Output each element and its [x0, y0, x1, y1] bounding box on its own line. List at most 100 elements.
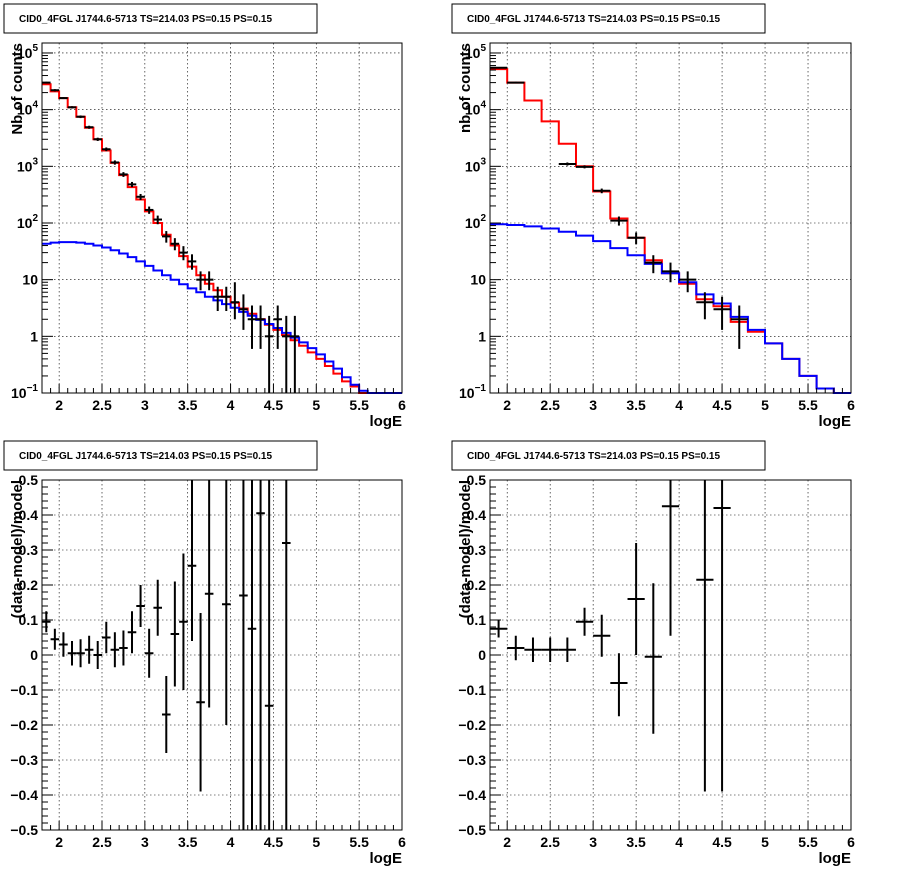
x-tick-label: 3	[589, 834, 597, 850]
data-point	[196, 613, 205, 792]
data-point	[490, 66, 508, 69]
data-point	[93, 137, 102, 141]
y-tick-label: 0	[30, 647, 38, 663]
data-point	[730, 305, 748, 349]
x-tick-label: 2	[55, 397, 63, 413]
y-tick-label: 0.5	[19, 472, 39, 488]
data-point	[136, 585, 145, 627]
grid-lines	[490, 43, 851, 393]
data-point	[247, 305, 257, 349]
y-axis: −0.5 −0.4 −0.3 −0.2 −0.1 0 0.1 0.2 0.3 0.4 0.5(dat…	[9, 472, 53, 838]
data-point	[713, 296, 731, 330]
x-tick-label: 5.5	[349, 834, 369, 850]
x-tick-label: 5	[761, 834, 769, 850]
y-tick-label-exponent: −1	[475, 383, 487, 394]
data-point	[144, 628, 154, 678]
x-tick-label: 4	[675, 834, 683, 850]
y-tick-label: 103	[17, 156, 39, 174]
data-point	[239, 480, 248, 830]
x-tick-label: 4.5	[712, 834, 732, 850]
x-tick-label: 2.5	[540, 397, 560, 413]
data-point	[282, 480, 291, 830]
y-tick-label: 102	[17, 213, 39, 231]
y-tick-label: 105	[465, 43, 487, 61]
y-tick-label: 10	[22, 272, 38, 288]
data-points	[490, 480, 731, 792]
data-point	[507, 81, 525, 84]
data-point	[204, 271, 214, 291]
y-tick-label: −0.3	[458, 752, 486, 768]
x-tick-label: 3	[141, 834, 149, 850]
y-tick-label-base: 10	[465, 215, 481, 231]
data-point	[247, 480, 257, 830]
pad-top-right-counts: CID0_4FGL J1744.6-5713 TS=214.03 PS=0.15…	[451, 3, 855, 430]
y-tick-label: 104	[17, 100, 39, 118]
data-point	[179, 553, 188, 690]
data-point	[50, 89, 60, 92]
data-point	[84, 635, 94, 664]
y-tick-label: −0.2	[458, 717, 486, 733]
data-point	[144, 206, 154, 214]
x-tick-label: 5.5	[798, 397, 818, 413]
data-point	[102, 147, 111, 152]
y-tick-label-base: 10	[17, 215, 33, 231]
y-axis-title: (data-model)/model	[9, 480, 26, 618]
chart-title: CID0_4FGL J1744.6-5713 TS=214.03 PS=0.15…	[19, 14, 272, 25]
data-point	[696, 480, 714, 792]
data-point	[110, 632, 120, 668]
y-tick-label: −0.2	[10, 717, 38, 733]
y-tick-label: 1	[30, 328, 38, 344]
data-point	[196, 271, 205, 291]
data-point	[558, 162, 576, 166]
y-tick-label: 0.2	[19, 577, 39, 593]
data-point	[59, 632, 68, 657]
data-point	[541, 637, 559, 662]
x-axis-title: logE	[819, 413, 852, 430]
y-tick-label-base: 10	[459, 385, 475, 401]
y-tick-label: 102	[465, 213, 487, 231]
data-point	[230, 282, 240, 320]
y-axis-title: Nb of counts	[9, 43, 26, 135]
data-point	[507, 635, 525, 661]
data-point	[575, 607, 594, 636]
y-tick-label-base: 10	[17, 158, 33, 174]
y-tick-label-base: 10	[17, 45, 33, 61]
title-box	[3, 440, 318, 471]
data-point	[204, 480, 214, 708]
y-tick-label-base: 10	[11, 385, 27, 401]
data-point	[610, 653, 628, 717]
data-point	[282, 315, 291, 393]
x-tick-label: 6	[398, 397, 406, 413]
data-point	[93, 641, 102, 669]
y-tick-label-base: 10	[465, 102, 481, 118]
y-tick-label: 0.3	[19, 542, 39, 558]
y-tick-label-exponent: 5	[32, 43, 38, 54]
data-point	[661, 262, 680, 283]
data-point	[679, 271, 697, 293]
x-tick-label: 5	[312, 397, 320, 413]
grid-lines	[42, 43, 402, 393]
chart-title: CID0_4FGL J1744.6-5713 TS=214.03 PS=0.15…	[19, 451, 272, 462]
x-tick-label: 4.5	[264, 397, 284, 413]
pad-top-left-counts: CID0_4FGL J1744.6-5713 TS=214.03 PS=0.15…	[3, 3, 406, 430]
x-tick-label: 3.5	[178, 834, 198, 850]
y-tick-label: −0.5	[10, 822, 38, 838]
data-point	[627, 543, 645, 655]
y-tick-label: 10	[470, 272, 486, 288]
y-tick-label: 0.5	[467, 472, 487, 488]
data-point	[273, 305, 282, 349]
data-point	[67, 106, 77, 109]
y-tick-label: 1	[478, 328, 486, 344]
data-point	[187, 480, 197, 641]
data-point	[524, 637, 542, 662]
data-point	[59, 97, 68, 100]
x-tick-label: 3	[589, 397, 597, 413]
data-point	[102, 621, 111, 654]
x-tick-label: 5	[312, 834, 320, 850]
data-point	[127, 181, 137, 188]
x-tick-label: 4.5	[712, 397, 732, 413]
title-box	[451, 3, 766, 34]
